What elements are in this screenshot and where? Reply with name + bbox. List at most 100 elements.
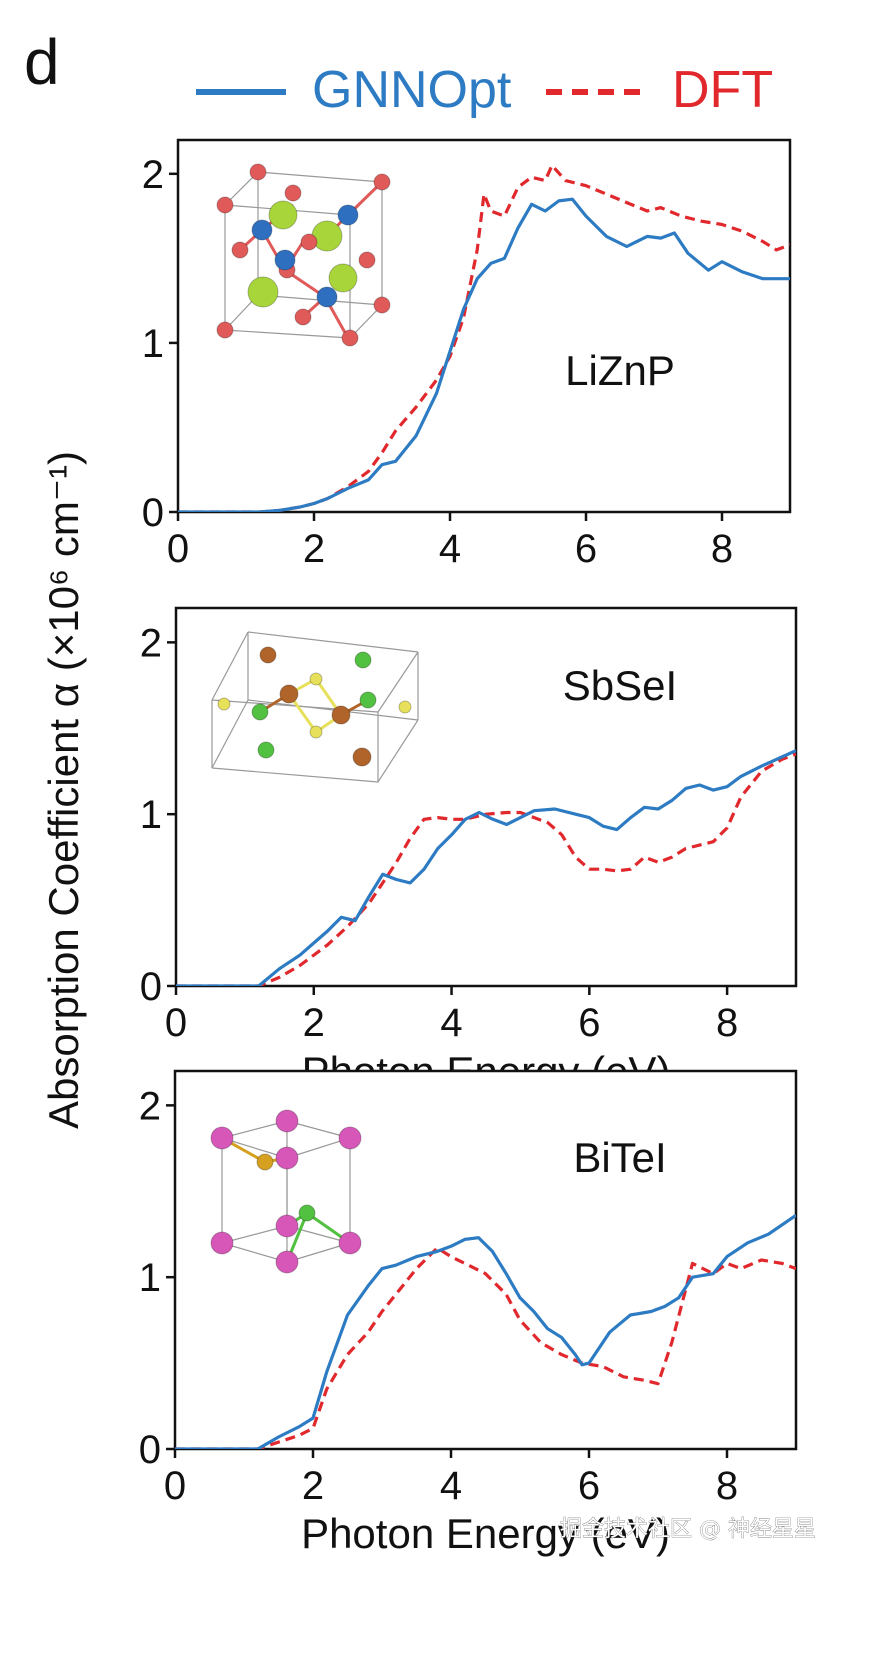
sbsei-material-label: SbSeI xyxy=(563,662,677,709)
sb-atom xyxy=(279,684,299,704)
p-atom xyxy=(216,321,234,339)
bi-atom xyxy=(338,1231,362,1255)
bi-atom xyxy=(275,1146,299,1170)
p-atom xyxy=(249,163,267,181)
bitei-x-tick-label: 0 xyxy=(164,1464,186,1508)
bitei-x-tick-label: 8 xyxy=(716,1464,738,1508)
sbsei-x-tick-label: 6 xyxy=(578,1001,600,1045)
se-atom xyxy=(398,700,412,714)
p-atom xyxy=(373,296,391,314)
se-atom xyxy=(309,725,323,739)
bitei-x-tick-label: 6 xyxy=(578,1464,600,1508)
i-atom xyxy=(354,651,372,669)
legend-dft-label: DFT xyxy=(672,61,773,119)
sbsei-x-tick-label: 0 xyxy=(165,1001,187,1045)
sbsei-x-tick-label: 8 xyxy=(716,1001,738,1045)
liznp-x-tick-label: 2 xyxy=(303,527,325,571)
sbsei-crystal-structure-icon xyxy=(211,631,419,783)
panel-bitei: 0 2 4 6 8 0 1 2 BiTeI Photon Energy (eV) xyxy=(139,1069,798,1557)
sbsei-y-tick-label: 2 xyxy=(140,621,162,665)
cell-edge xyxy=(257,171,383,183)
liznp-gnnopt-line xyxy=(178,197,790,512)
p-atom xyxy=(231,241,249,259)
p-atom xyxy=(341,329,359,347)
zn-atom xyxy=(251,219,273,241)
bitei-dft-line xyxy=(175,1246,796,1449)
p-atom xyxy=(216,196,234,214)
liznp-x-tick-label: 8 xyxy=(711,527,733,571)
sbsei-dft-line xyxy=(176,752,796,986)
legend: GNNOpt DFT xyxy=(196,61,773,119)
bitei-x-tick-label: 4 xyxy=(440,1464,462,1508)
p-atom xyxy=(300,233,318,251)
bitei-material-label: BiTeI xyxy=(573,1134,666,1181)
panel-sbsei: 02468012SbSeIPhoton Energy (eV) xyxy=(140,606,798,1095)
bitei-x-tick-label: 2 xyxy=(302,1464,324,1508)
i-atom xyxy=(298,1204,316,1222)
liznp-y-tick-label: 2 xyxy=(142,153,164,197)
cell-edge xyxy=(211,767,379,783)
y-axis-label: Absorption Coefficient α (×10⁶ cm⁻¹) xyxy=(40,451,87,1129)
bi-atom xyxy=(338,1126,362,1150)
zn-atom xyxy=(274,249,296,271)
liznp-x-tick-label: 0 xyxy=(167,527,189,571)
cell-edge xyxy=(224,329,351,339)
cell-edge xyxy=(221,1120,288,1139)
p-atom xyxy=(294,308,312,326)
p-atom xyxy=(373,173,391,191)
legend-gnnopt-label: GNNOpt xyxy=(312,61,512,119)
liznp-crystal-structure-icon xyxy=(216,163,391,347)
liznp-material-label: LiZnP xyxy=(565,347,675,394)
bitei-y-tick-label: 0 xyxy=(139,1428,161,1472)
li-atom xyxy=(268,200,298,230)
bi-atom xyxy=(275,1109,299,1133)
liznp-y-tick-label: 1 xyxy=(142,322,164,366)
cell-edge xyxy=(286,1137,351,1159)
se-atom xyxy=(217,697,231,711)
bi-atom xyxy=(210,1126,234,1150)
sbsei-y-tick-label: 0 xyxy=(140,965,162,1009)
sb-atom xyxy=(331,705,351,725)
panel-liznp: 0 2 4 6 8 0 1 2 LiZnP xyxy=(142,138,792,571)
bitei-x-axis-label: Photon Energy (eV) xyxy=(301,1510,670,1557)
i-atom xyxy=(257,741,275,759)
liznp-y-tick-label: 0 xyxy=(142,491,164,535)
cell-edge xyxy=(221,1225,288,1244)
cell-edge xyxy=(211,631,249,701)
sb-atom xyxy=(352,747,372,767)
sbsei-x-tick-label: 2 xyxy=(303,1001,325,1045)
cell-edge xyxy=(377,651,419,713)
sbsei-x-tick-label: 4 xyxy=(440,1001,462,1045)
sbsei-plot-frame xyxy=(174,606,798,988)
bi-atom xyxy=(275,1250,299,1274)
bitei-plot-frame xyxy=(173,1069,798,1451)
p-atom xyxy=(358,251,376,269)
i-atom xyxy=(359,691,377,709)
bitei-y-tick-label: 1 xyxy=(139,1256,161,1300)
sb-atom xyxy=(259,646,277,664)
bitei-y-tick-label: 2 xyxy=(139,1084,161,1128)
li-atom xyxy=(247,276,279,308)
li-atom xyxy=(328,263,358,293)
cell-edge xyxy=(221,1137,288,1159)
cell-edge xyxy=(211,699,249,769)
bitei-gnnopt-line xyxy=(175,1213,796,1449)
watermark: 掘金技术社区 @ 神经星星 xyxy=(560,1517,816,1542)
te-atom xyxy=(256,1153,274,1171)
zn-atom xyxy=(316,286,338,308)
li-atom xyxy=(311,220,343,252)
sbsei-gnnopt-line xyxy=(176,749,796,986)
cell-edge xyxy=(247,631,419,653)
sbsei-y-tick-label: 1 xyxy=(140,793,162,837)
se-atom xyxy=(309,672,323,686)
zn-atom xyxy=(337,204,359,226)
liznp-plot-frame xyxy=(176,138,792,514)
p-atom xyxy=(284,184,302,202)
bitei-crystal-structure-icon xyxy=(210,1109,362,1274)
i-atom xyxy=(251,703,269,721)
panel-letter: d xyxy=(24,26,60,98)
bi-atom xyxy=(275,1214,299,1238)
cell-edge xyxy=(221,1242,288,1263)
liznp-x-tick-label: 4 xyxy=(439,527,461,571)
cell-edge xyxy=(377,719,419,783)
